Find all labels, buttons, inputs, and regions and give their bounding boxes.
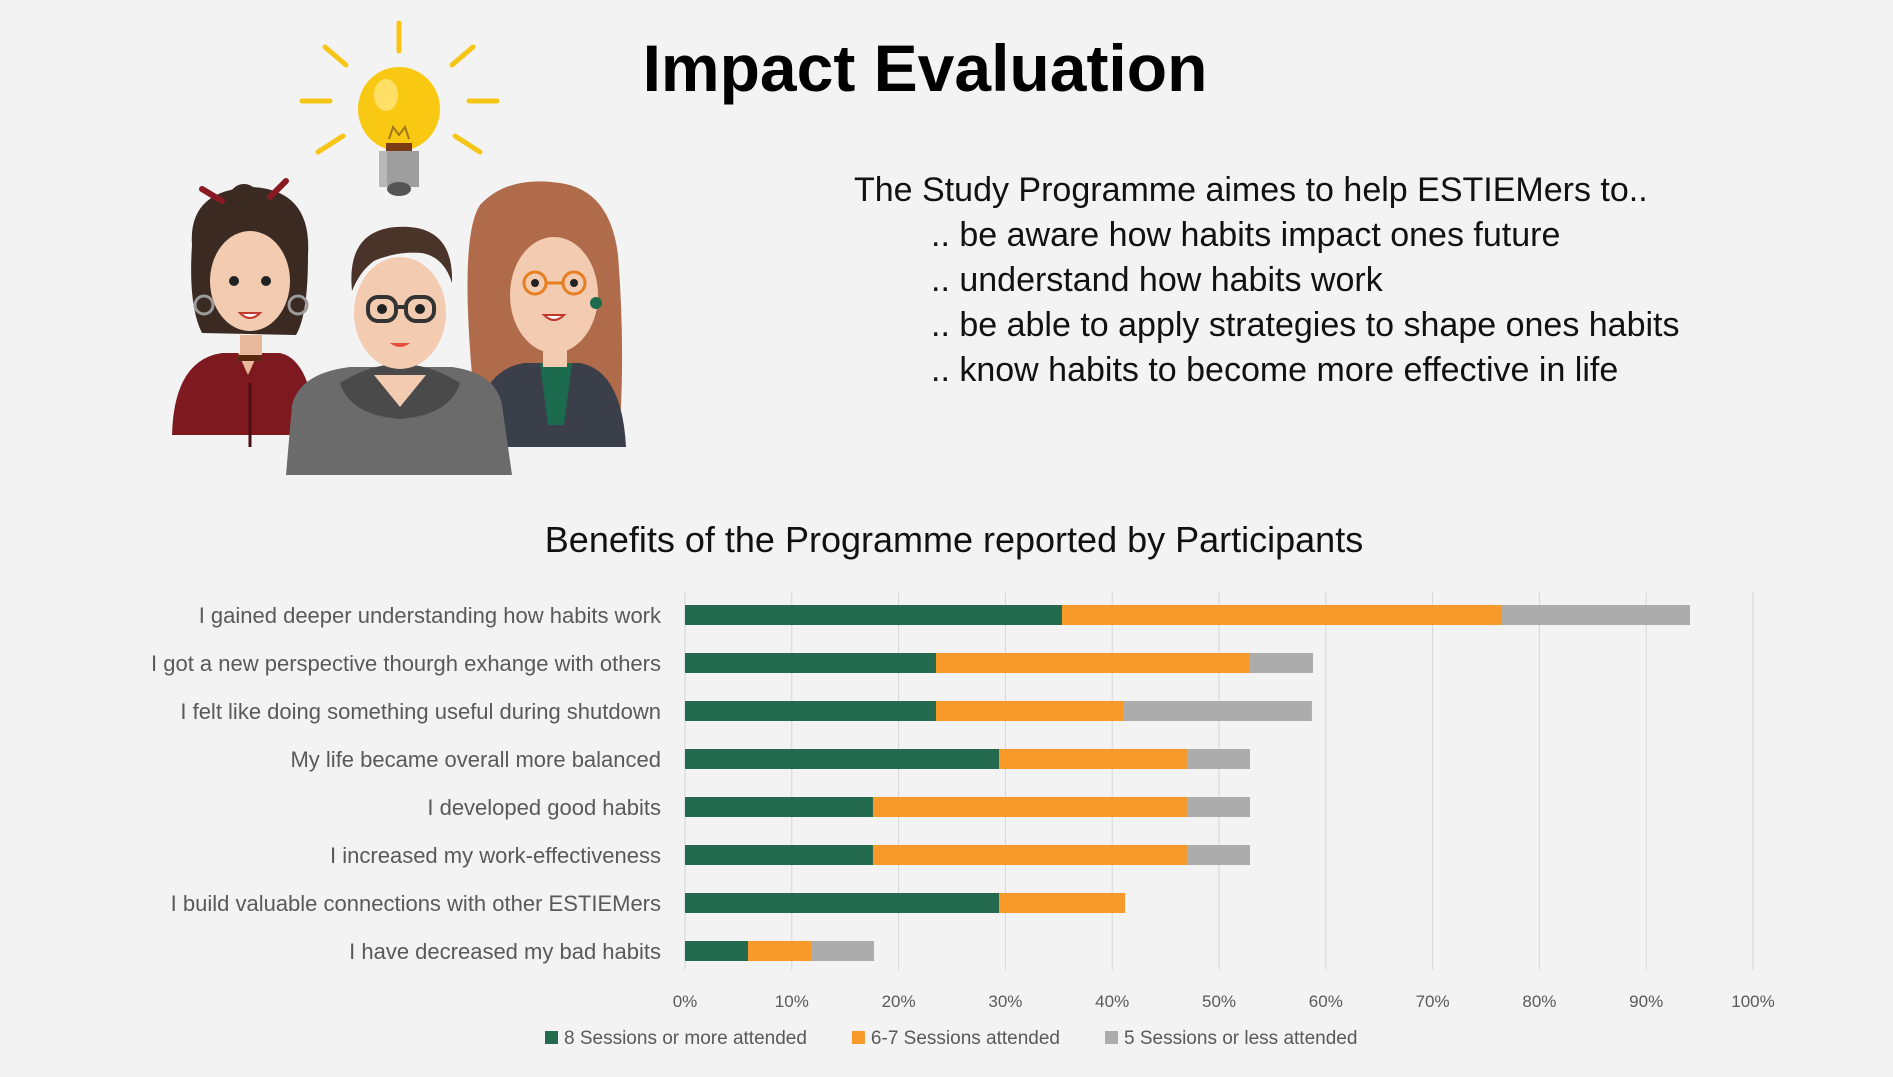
bar-segment <box>685 941 749 961</box>
bar-segment <box>1249 653 1313 673</box>
woman-left-avatar <box>172 178 316 447</box>
x-tick-label: 50% <box>1202 992 1236 1011</box>
legend-swatch <box>545 1031 558 1044</box>
bar-segment <box>935 701 1124 721</box>
man-center-avatar <box>286 226 512 475</box>
bar-segment <box>685 893 999 913</box>
x-tick-label: 80% <box>1522 992 1556 1011</box>
bar-segment <box>685 653 936 673</box>
x-tick-label: 70% <box>1416 992 1450 1011</box>
legend-swatch <box>1105 1031 1118 1044</box>
x-tick-label: 100% <box>1731 992 1774 1011</box>
bar-segment <box>872 797 1187 817</box>
bars <box>685 605 1690 961</box>
legend-label: 8 Sessions or more attended <box>564 1028 807 1049</box>
x-tick-label: 30% <box>988 992 1022 1011</box>
chart-title: Benefits of the Programme reported by Pa… <box>545 519 1363 560</box>
category-label: I build valuable connections with other … <box>171 891 661 916</box>
x-tick-label: 60% <box>1309 992 1343 1011</box>
goal-item: .. be able to apply strategies to shape … <box>931 306 1680 344</box>
goal-item: .. be aware how habits impact ones futur… <box>931 216 1561 254</box>
legend-swatch <box>851 1031 865 1044</box>
category-label: I increased my work-effectiveness <box>330 843 661 868</box>
slide-title: Impact Evaluation <box>642 31 1208 105</box>
bar-segment <box>685 749 999 769</box>
bar-segment <box>1186 797 1250 817</box>
programme-goals: The Study Programme aimes to help ESTIEM… <box>854 168 1680 393</box>
category-label: I got a new perspective thourgh exhange … <box>151 651 661 676</box>
bar-segment <box>998 749 1187 769</box>
goal-item: .. understand how habits work <box>931 261 1383 299</box>
bar-segment <box>748 941 812 961</box>
bar-segment <box>1502 605 1690 625</box>
legend-label: 6-7 Sessions attended <box>871 1028 1060 1049</box>
bar-segment <box>1186 845 1250 865</box>
category-labels: I gained deeper understanding how habits… <box>151 603 662 964</box>
intro-text: The Study Programme aimes to help ESTIEM… <box>854 171 1648 209</box>
woman-right-avatar <box>467 181 626 447</box>
lightbulb-icon <box>299 20 500 196</box>
bar-segment <box>1062 605 1503 625</box>
bar-segment <box>811 941 875 961</box>
category-label: My life became overall more balanced <box>290 747 661 772</box>
x-tick-label: 0% <box>673 992 698 1011</box>
participants-illustration <box>172 20 626 475</box>
legend: 8 Sessions or more attended 6-7 Sessions … <box>545 1028 1357 1049</box>
legend-label: 5 Sessions or less attended <box>1124 1028 1357 1049</box>
grid-lines <box>684 592 1754 970</box>
bar-segment <box>872 845 1187 865</box>
bar-segment <box>1186 749 1250 769</box>
category-label: I have decreased my bad habits <box>349 939 661 964</box>
x-tick-label: 10% <box>775 992 809 1011</box>
bar-segment <box>685 797 873 817</box>
category-label: I gained deeper understanding how habits… <box>199 603 662 628</box>
goal-item: .. know habits to become more effective … <box>931 351 1619 389</box>
x-tick-label: 40% <box>1095 992 1129 1011</box>
category-label: I felt like doing something useful durin… <box>180 699 661 724</box>
bar-segment <box>685 701 936 721</box>
x-axis-ticks: 0% 10% 20% 30% 40% 50% 60% 70% 80% 90% 100% <box>673 992 1775 1011</box>
bar-segment <box>685 845 873 865</box>
category-label: I developed good habits <box>427 795 661 820</box>
bar-segment <box>1123 701 1312 721</box>
bar-segment <box>935 653 1250 673</box>
bar-segment <box>685 605 1063 625</box>
x-tick-label: 90% <box>1629 992 1663 1011</box>
x-tick-label: 20% <box>882 992 916 1011</box>
bar-segment <box>998 893 1126 913</box>
